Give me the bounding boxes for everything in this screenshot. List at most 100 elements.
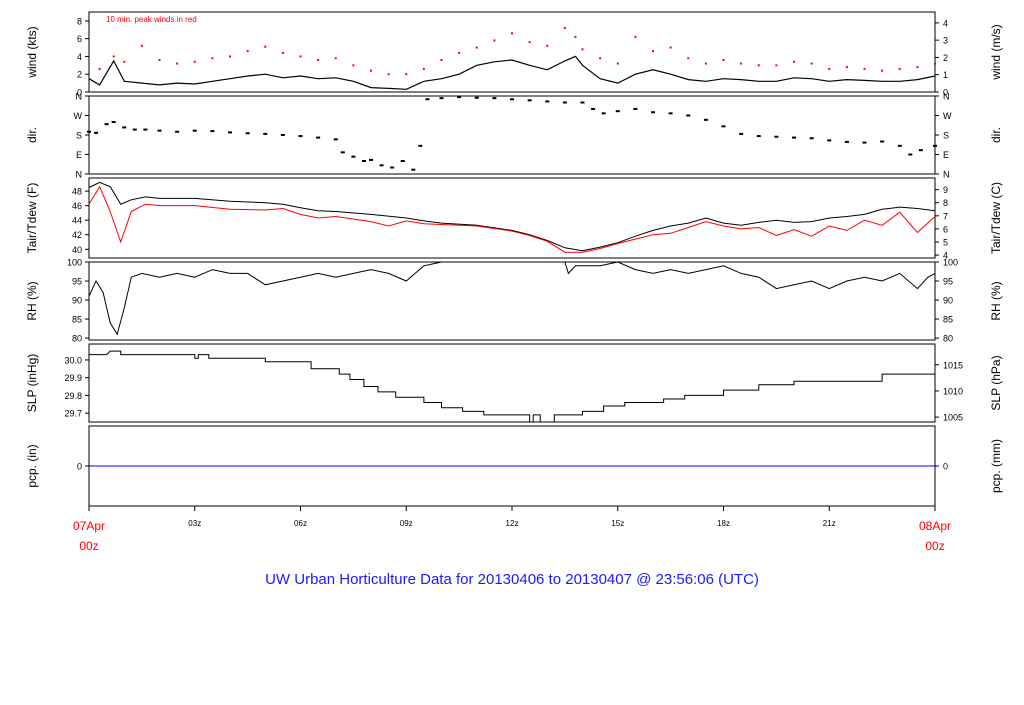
- rh-ytick-label-right: 90: [943, 296, 953, 306]
- wind-ytick-label-right: 3: [943, 36, 948, 46]
- dir-point: [651, 111, 655, 114]
- dir-ytick-label-right: S: [943, 131, 949, 141]
- rh-ytick-label-left: 85: [72, 315, 82, 325]
- dir-point: [703, 118, 708, 121]
- dir-ytick-label-right: E: [943, 150, 949, 160]
- wind-peak-point: [581, 48, 584, 51]
- dir-ylabel: dir.: [25, 127, 39, 143]
- wind-peak-point: [98, 67, 101, 70]
- dir-point: [474, 96, 479, 99]
- wind-peak-point: [176, 62, 179, 65]
- temp-ytick-label-right: 4: [943, 251, 948, 261]
- dir-point: [827, 139, 832, 142]
- dir-point: [439, 97, 444, 100]
- rh-ytick-label-left: 95: [72, 277, 82, 287]
- x-tick-label: 06z: [294, 519, 307, 528]
- dir-point: [774, 135, 779, 138]
- dir-point: [721, 125, 726, 128]
- wind-peak-point: [140, 44, 143, 47]
- wind-ytick-label-left: 2: [77, 70, 82, 80]
- wind-ytick-label-left: 8: [77, 16, 82, 26]
- dir-point: [862, 141, 867, 144]
- wind-ytick-label-right: 4: [943, 18, 948, 28]
- dir-frame: [88, 95, 936, 175]
- dir-point: [897, 144, 902, 147]
- dir-point: [527, 99, 532, 102]
- dir-point: [298, 135, 303, 138]
- dir-point: [633, 108, 638, 110]
- x-tick-label: 09z: [400, 519, 413, 528]
- wind-peak-point: [281, 51, 284, 54]
- slp-ytick-label-left: 29.9: [64, 373, 82, 383]
- tair-line: [88, 181, 936, 252]
- dir-ylabel-right: dir.: [989, 127, 1003, 143]
- rh-line: [88, 261, 936, 336]
- wind-peak-point: [458, 51, 461, 54]
- x-hour-label: 00z: [79, 539, 98, 553]
- wind-ytick-label-right: 1: [943, 70, 948, 80]
- temp-ytick-label-right: 8: [943, 198, 948, 208]
- dir-point: [361, 160, 366, 162]
- dir-point: [379, 164, 384, 167]
- wind-ytick-label-right: 0: [943, 88, 948, 98]
- dir-point: [425, 98, 430, 101]
- rh-frame: [88, 261, 936, 341]
- dir-ytick-label-left: E: [76, 150, 82, 160]
- wind-peak-point: [563, 27, 566, 29]
- temp-ytick-label-right: 7: [943, 211, 948, 221]
- dir-point: [756, 135, 761, 138]
- wind-peak-point: [352, 64, 355, 67]
- wind-peak-point: [863, 67, 866, 70]
- wind-ytick-label-left: 0: [77, 88, 82, 98]
- dir-point: [492, 97, 497, 100]
- wind-annotation: 10 min. peak winds in red: [106, 15, 197, 24]
- dir-point: [615, 110, 620, 113]
- wind-peak-point: [528, 41, 531, 44]
- dir-point: [210, 130, 215, 133]
- wind-peak-point: [669, 46, 672, 49]
- temp-ytick-label-left: 48: [72, 187, 82, 197]
- dir-point: [457, 96, 462, 99]
- slp-ylabel-right: SLP (hPa): [989, 355, 1003, 410]
- dir-point: [418, 144, 423, 147]
- dir-point: [333, 138, 338, 141]
- wind-peak-point: [123, 60, 126, 63]
- slp-line: [89, 350, 935, 423]
- wind-frame: [88, 11, 936, 93]
- wind-peak-point: [440, 59, 443, 61]
- rh-ylabel-right: RH (%): [989, 281, 1003, 320]
- dir-ytick-label-left: S: [76, 131, 82, 141]
- temp-ytick-label-left: 44: [72, 216, 82, 226]
- wind-peak-point: [264, 45, 267, 48]
- wind-peak-point: [722, 59, 725, 61]
- dir-point: [351, 155, 356, 158]
- wind-peak-point: [229, 55, 231, 58]
- pcp-ylabel: pcp. (in): [25, 444, 39, 487]
- dir-point: [280, 134, 285, 136]
- wind-peak-point: [916, 66, 919, 69]
- dir-point: [369, 158, 373, 161]
- wind-peak-point: [740, 62, 743, 65]
- wind-peak-point: [793, 60, 795, 63]
- wind-peak-point: [370, 69, 372, 72]
- dir-point: [908, 153, 913, 156]
- rh-ytick-label-left: 100: [67, 258, 82, 268]
- dir-ytick-label-right: N: [943, 170, 950, 180]
- rh-ytick-label-right: 95: [943, 277, 953, 287]
- slp-ytick-label-left: 30.0: [64, 355, 82, 365]
- x-tick-label: 21z: [823, 519, 836, 528]
- dir-point: [510, 98, 514, 101]
- pcp-ylabel-right: pcp. (mm): [989, 439, 1003, 493]
- wind-peak-point: [574, 35, 577, 38]
- dir-point: [157, 129, 162, 132]
- dir-point: [390, 166, 395, 169]
- dir-point: [933, 144, 937, 147]
- dir-point: [918, 149, 923, 152]
- slp-ytick-label-right: 1010: [943, 386, 963, 396]
- temp-frame: [88, 177, 936, 259]
- wind-peak-point: [634, 35, 637, 38]
- x-hour-label: 00z: [925, 539, 944, 553]
- wind-peak-point: [881, 69, 884, 72]
